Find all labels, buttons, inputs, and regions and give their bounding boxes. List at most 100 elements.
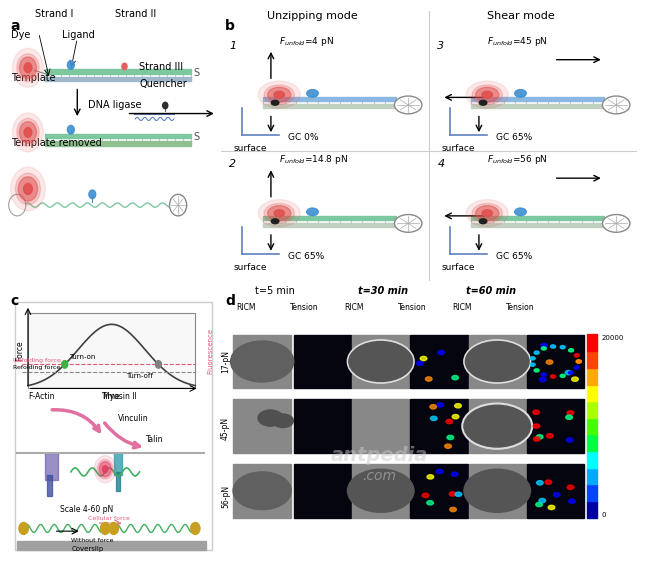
Text: Tension: Tension [398, 304, 426, 312]
Circle shape [231, 341, 294, 382]
Circle shape [395, 214, 422, 232]
Bar [410, 464, 468, 518]
Circle shape [307, 90, 318, 97]
Bar [116, 472, 120, 491]
Circle shape [534, 437, 540, 441]
Circle shape [233, 472, 291, 509]
Circle shape [449, 492, 456, 496]
Text: 0: 0 [602, 512, 606, 518]
Circle shape [569, 371, 573, 374]
Text: GC 65%: GC 65% [287, 252, 324, 261]
Circle shape [476, 87, 499, 102]
Circle shape [541, 343, 547, 348]
Text: t=60 min: t=60 min [466, 286, 517, 296]
Bar [587, 334, 597, 351]
Circle shape [18, 177, 38, 201]
Bar [263, 223, 396, 227]
Bar [410, 399, 468, 453]
Circle shape [548, 505, 555, 509]
Text: 56-pN: 56-pN [221, 485, 230, 508]
Circle shape [577, 360, 581, 363]
Circle shape [536, 481, 543, 485]
Circle shape [541, 373, 546, 376]
Circle shape [264, 85, 294, 104]
Circle shape [99, 462, 111, 477]
Bar [45, 141, 191, 146]
Circle shape [569, 499, 575, 503]
Circle shape [464, 469, 530, 512]
Circle shape [8, 194, 26, 216]
Circle shape [476, 206, 499, 220]
Text: 4: 4 [437, 159, 445, 169]
Circle shape [560, 346, 565, 349]
Bar [294, 464, 351, 518]
Bar [233, 334, 291, 388]
Bar [471, 98, 604, 102]
Text: b: b [225, 19, 235, 33]
Text: Template removed: Template removed [11, 138, 101, 148]
Circle shape [89, 190, 96, 199]
Circle shape [19, 522, 29, 535]
Circle shape [566, 415, 573, 420]
Bar [587, 401, 597, 418]
Text: t=5 min: t=5 min [255, 286, 295, 296]
Circle shape [437, 351, 445, 355]
Text: Unzipping mode: Unzipping mode [267, 11, 358, 21]
Circle shape [430, 404, 437, 409]
Circle shape [17, 54, 39, 82]
Circle shape [274, 91, 285, 98]
Circle shape [482, 91, 493, 98]
Circle shape [12, 113, 44, 152]
Text: Ligand: Ligand [62, 30, 95, 40]
Circle shape [271, 100, 279, 105]
Bar [28, 313, 195, 388]
Circle shape [551, 375, 556, 378]
Circle shape [417, 361, 423, 366]
Circle shape [465, 341, 529, 382]
Text: $F_{unfold}$=4 pN: $F_{unfold}$=4 pN [280, 35, 334, 48]
Circle shape [436, 470, 443, 473]
Text: 1: 1 [229, 41, 237, 51]
Text: F-Actin: F-Actin [28, 392, 55, 401]
Text: Turn-off: Turn-off [126, 373, 153, 379]
Circle shape [430, 416, 437, 421]
Circle shape [536, 502, 543, 507]
Circle shape [258, 81, 300, 108]
Circle shape [541, 347, 546, 350]
Bar [233, 399, 291, 453]
Text: RICM: RICM [236, 304, 255, 312]
Text: Vinculin: Vinculin [118, 414, 149, 423]
Circle shape [565, 370, 572, 375]
Text: RICM: RICM [344, 304, 364, 312]
Bar [587, 417, 597, 434]
Circle shape [395, 96, 422, 114]
Circle shape [190, 522, 200, 535]
Circle shape [466, 81, 508, 108]
Text: Dye: Dye [11, 30, 30, 40]
Text: Coverslip: Coverslip [72, 546, 104, 553]
Bar [45, 77, 191, 81]
Text: Tension: Tension [290, 304, 318, 312]
Bar [469, 399, 526, 453]
Circle shape [24, 63, 32, 72]
Circle shape [569, 349, 573, 352]
Circle shape [425, 377, 432, 381]
Text: Strand II: Strand II [114, 8, 156, 19]
Circle shape [454, 403, 462, 408]
Text: 2: 2 [229, 159, 237, 169]
Bar [587, 434, 597, 451]
Bar [294, 399, 351, 453]
Text: Tension: Tension [506, 304, 535, 312]
Circle shape [437, 403, 443, 407]
Circle shape [452, 375, 458, 380]
Circle shape [272, 414, 293, 427]
Text: Refolding force: Refolding force [13, 365, 60, 370]
Text: 20000: 20000 [602, 334, 624, 341]
Circle shape [464, 404, 530, 448]
Bar [45, 134, 191, 139]
Text: Template: Template [11, 73, 55, 83]
Circle shape [420, 356, 427, 361]
Circle shape [20, 122, 36, 143]
Bar [47, 475, 51, 496]
Circle shape [12, 48, 44, 87]
